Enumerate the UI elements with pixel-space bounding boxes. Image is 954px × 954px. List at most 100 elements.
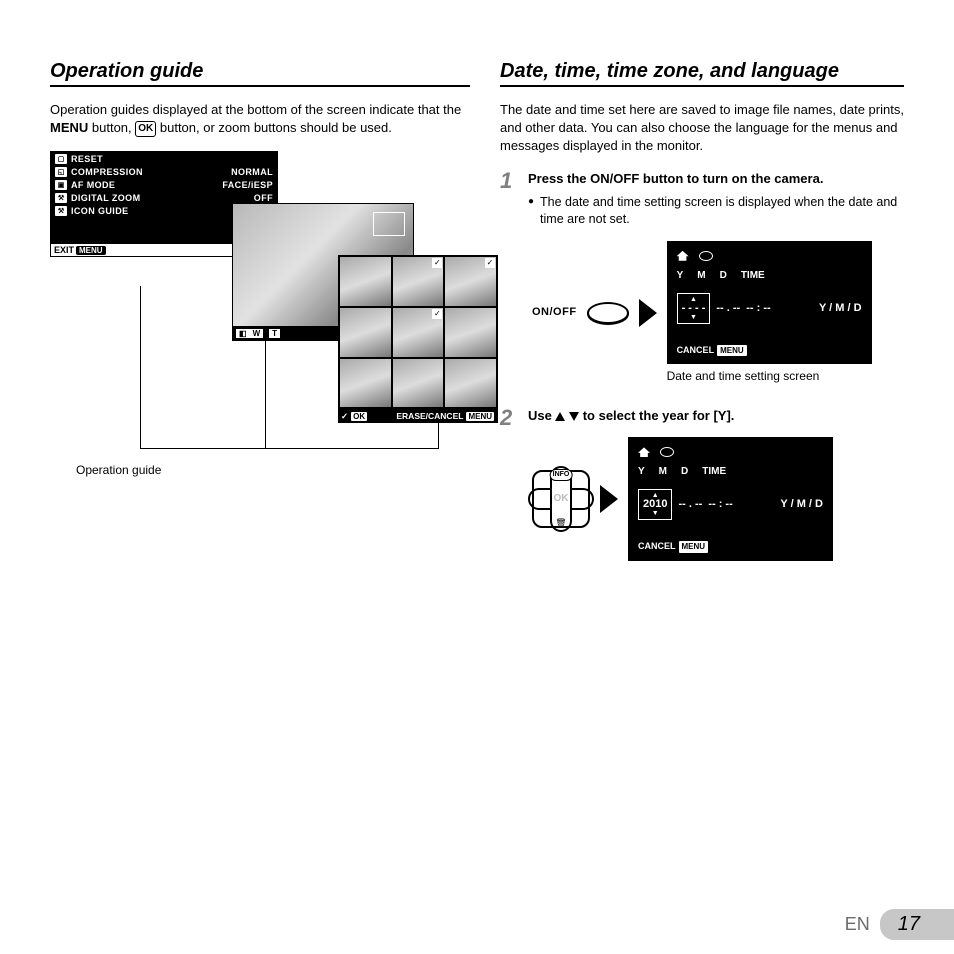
wrench-icon: ⚒ [55, 193, 67, 203]
md-field: -- . -- [716, 301, 740, 316]
thumb: ✓ [393, 257, 444, 306]
datetime-figure-1: ON/OFF Y M D TIME [532, 241, 904, 385]
home-icon [638, 447, 650, 457]
format-field: Y / M / D [819, 301, 862, 316]
cancel-label: CANCEL [677, 345, 715, 355]
format-field: Y / M / D [780, 497, 823, 512]
triangle-up-icon [555, 412, 565, 421]
page-footer: EN 17 [845, 909, 954, 940]
thumbs-footer: ✓OK ERASE/CANCELMENU [338, 409, 498, 423]
time-field: -- : -- [708, 497, 732, 512]
hdr-time: TIME [741, 269, 765, 283]
menu-value: FACE/iESP [222, 180, 273, 190]
wrench-icon: ⚒ [55, 206, 67, 216]
datetime-figure-2: INFO OK 🗑 Y M D TIME [532, 437, 904, 561]
datetime-screen: Y M D TIME ▲2010▼ -- . -- -- : -- Y / M … [628, 437, 833, 561]
hdr-d: D [681, 465, 688, 479]
menu-label: AF MODE [71, 180, 222, 190]
md-field: -- . -- [678, 497, 702, 512]
world-icon [699, 251, 713, 261]
menu-label: COMPRESSION [71, 167, 231, 177]
step-bullet: ●The date and time setting screen is dis… [528, 194, 904, 229]
thumb [340, 257, 391, 306]
date-intro: The date and time set here are saved to … [500, 101, 904, 156]
section-title-date-time: Date, time, time zone, and language [500, 60, 904, 87]
onoff-button-label: ON/OFF [532, 305, 577, 320]
step-1: 1 Press the ON/OFF button to turn on the… [500, 170, 904, 386]
menu-row: ▣ AF MODEFACE/iESP [51, 178, 277, 191]
menu-word: MENU [50, 120, 88, 135]
screen-caption: Date and time setting screen [667, 368, 872, 385]
leader-line [265, 341, 266, 448]
triangle-down-icon [569, 412, 579, 421]
af-icon: ▣ [55, 180, 67, 190]
thumb [445, 308, 496, 357]
arrow-right-icon [600, 485, 618, 513]
menu-value: OFF [254, 193, 273, 203]
year-field: ▲- - - -▼ [677, 293, 711, 324]
section-title-operation-guide: Operation guide [50, 60, 470, 87]
menu-value: NORMAL [231, 167, 273, 177]
ok-chip: OK [350, 411, 368, 422]
menu-chip: MENU [76, 246, 106, 255]
menu-label: ICON GUIDE [71, 206, 259, 216]
leader-line [140, 448, 439, 449]
menu-label: RESET [71, 154, 273, 164]
zoom-wt-icon: ◧WT [236, 329, 280, 338]
step-number: 2 [500, 407, 520, 561]
menu-row: ▢ RESET [51, 152, 277, 165]
hdr-d: D [720, 269, 727, 283]
onoff-label: ON/OFF [590, 171, 639, 186]
arrow-right-icon [639, 299, 657, 327]
right-column: Date, time, time zone, and language The … [500, 60, 904, 561]
step-number: 1 [500, 170, 520, 386]
cancel-label: CANCEL [638, 541, 676, 551]
thumbnails-panel: ✓ ✓ ✓ ✓OK ERASE/CANCELMENU [338, 255, 498, 423]
leader-line [438, 423, 439, 448]
home-icon [677, 251, 689, 261]
datetime-screen: Y M D TIME ▲- - - -▼ -- . -- -- : -- Y /… [667, 241, 872, 365]
camera-icon: ▢ [55, 154, 67, 164]
leader-line [140, 286, 141, 448]
dpad-icon: INFO OK 🗑 [532, 470, 590, 528]
world-icon [660, 447, 674, 457]
thumb [340, 308, 391, 357]
hdr-m: M [697, 269, 705, 283]
hdr-time: TIME [702, 465, 726, 479]
page-language: EN [845, 914, 870, 935]
step-2: 2 Use to select the year for [Y]. INFO O… [500, 407, 904, 561]
menu-row: ◱ COMPRESSIONNORMAL [51, 165, 277, 178]
hdr-m: M [659, 465, 667, 479]
trash-icon: 🗑 [555, 517, 566, 530]
intro-text-a: Operation guides displayed at the bottom… [50, 102, 461, 117]
thumb: ✓ [445, 257, 496, 306]
menu-chip: MENU [679, 541, 709, 552]
menu-label: DIGITAL ZOOM [71, 193, 254, 203]
ok-icon: OK [135, 121, 156, 137]
step-heading: Press the ON/OFF button to turn on the c… [528, 170, 904, 188]
year-field: ▲2010▼ [638, 489, 672, 520]
intro-text-c: button, or zoom buttons should be used. [156, 120, 392, 135]
menu-chip: MENU [717, 345, 747, 356]
menu-chip: MENU [465, 411, 495, 422]
erase-label: ERASE/CANCEL [396, 411, 463, 421]
ok-label: OK [554, 492, 569, 506]
hdr-y: Y [677, 269, 684, 283]
thumb [445, 359, 496, 408]
operation-guide-figure: ▢ RESET ◱ COMPRESSIONNORMAL ▣ AF MODEFACE/i… [50, 151, 470, 491]
figure-caption: Operation guide [76, 463, 161, 477]
power-button-icon [587, 302, 629, 324]
thumb [393, 359, 444, 408]
thumb: ✓ [393, 308, 444, 357]
intro-text-b: button, [88, 120, 135, 135]
step-heading: Use to select the year for [Y]. [528, 407, 904, 425]
exit-label: EXIT [54, 245, 74, 255]
info-label: INFO [550, 469, 573, 481]
thumb [340, 359, 391, 408]
left-column: Operation guide Operation guides display… [50, 60, 470, 561]
operation-intro: Operation guides displayed at the bottom… [50, 101, 470, 137]
time-field: -- : -- [746, 301, 770, 316]
compression-icon: ◱ [55, 167, 67, 177]
hdr-y: Y [638, 465, 645, 479]
page-number: 17 [880, 909, 954, 940]
